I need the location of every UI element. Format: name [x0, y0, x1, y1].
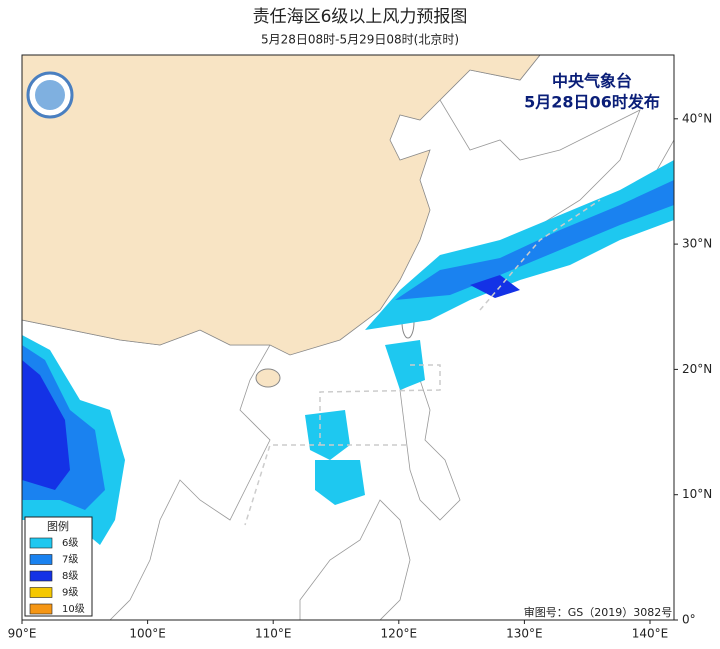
y-tick-label: 40°N	[682, 111, 712, 125]
x-tick-label: 130°E	[506, 627, 543, 641]
wind-6	[305, 410, 350, 460]
y-tick-label: 20°N	[682, 362, 712, 376]
title: 责任海区6级以上风力预报图	[253, 7, 468, 27]
map-frame	[21, 54, 675, 621]
legend-label: 8级	[62, 570, 78, 582]
legend-label: 10级	[62, 603, 85, 615]
legend: 图例 6级 7级 8级 9级 10级	[24, 516, 93, 617]
sea-area-boundaries	[244, 199, 601, 526]
legend-box	[24, 516, 93, 617]
legend-swatch	[29, 537, 53, 549]
wind-7	[395, 180, 674, 300]
legend-swatch	[29, 554, 53, 565]
y-tick-label: 30°N	[682, 237, 712, 251]
x-tick-label: 120°E	[381, 627, 418, 641]
wind-areas	[22, 160, 674, 545]
wind-8	[470, 275, 520, 298]
legend-swatch	[29, 570, 53, 582]
legend-swatch	[29, 603, 53, 615]
legend-label: 9级	[62, 587, 78, 599]
subtitle: 5月28日08时-5月29日08时(北京时)	[261, 33, 459, 47]
issue-time: 5月28日06时发布	[524, 93, 660, 112]
approval-number: 审图号：GS（2019）3082号	[524, 605, 673, 619]
hainan	[255, 368, 281, 388]
legend-title: 图例	[47, 519, 69, 533]
x-tick-label: 90°E	[8, 627, 37, 641]
philippines	[399, 379, 461, 521]
legend-label: 6级	[62, 537, 78, 549]
legend-label: 7级	[62, 554, 78, 566]
legend-swatch	[29, 587, 53, 598]
issuer-name: 中央气象台	[552, 72, 632, 91]
logo	[26, 71, 74, 119]
wind-6	[315, 460, 365, 505]
map-area	[21, 54, 675, 621]
x-tick-label: 100°E	[129, 627, 166, 641]
wind-6	[385, 340, 425, 390]
china-land	[21, 54, 541, 356]
x-tick-label: 140°E	[632, 627, 669, 641]
x-tick-label: 110°E	[255, 627, 292, 641]
y-tick-label: 10°N	[682, 487, 712, 501]
y-tick-label: 0°	[682, 613, 696, 627]
wind-8	[22, 360, 70, 490]
